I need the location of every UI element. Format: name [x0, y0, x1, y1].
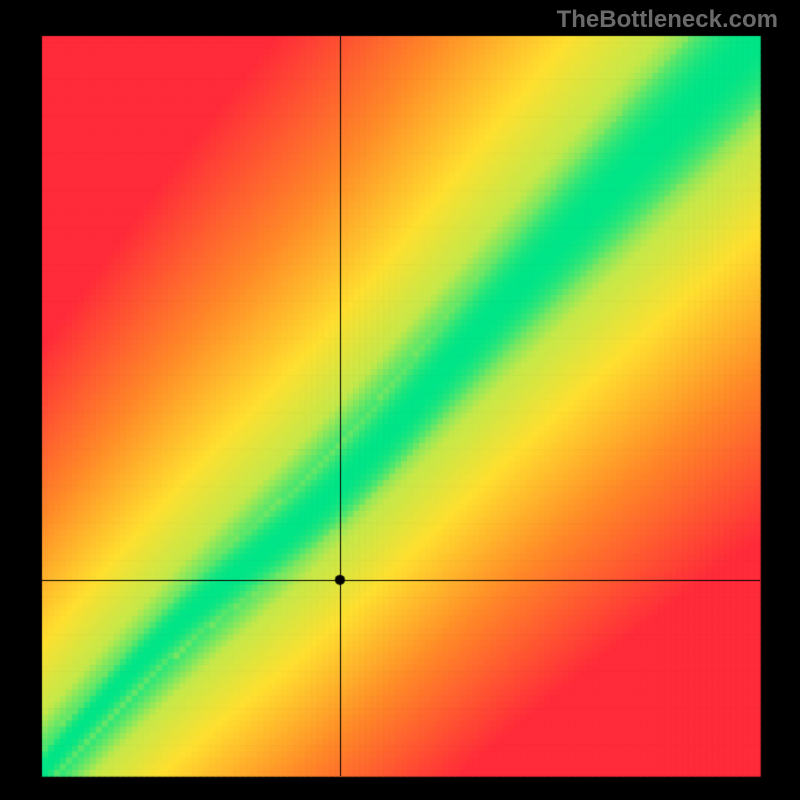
chart-container: TheBottleneck.com: [0, 0, 800, 800]
watermark-text: TheBottleneck.com: [557, 6, 778, 34]
bottleneck-heatmap: [0, 0, 800, 800]
